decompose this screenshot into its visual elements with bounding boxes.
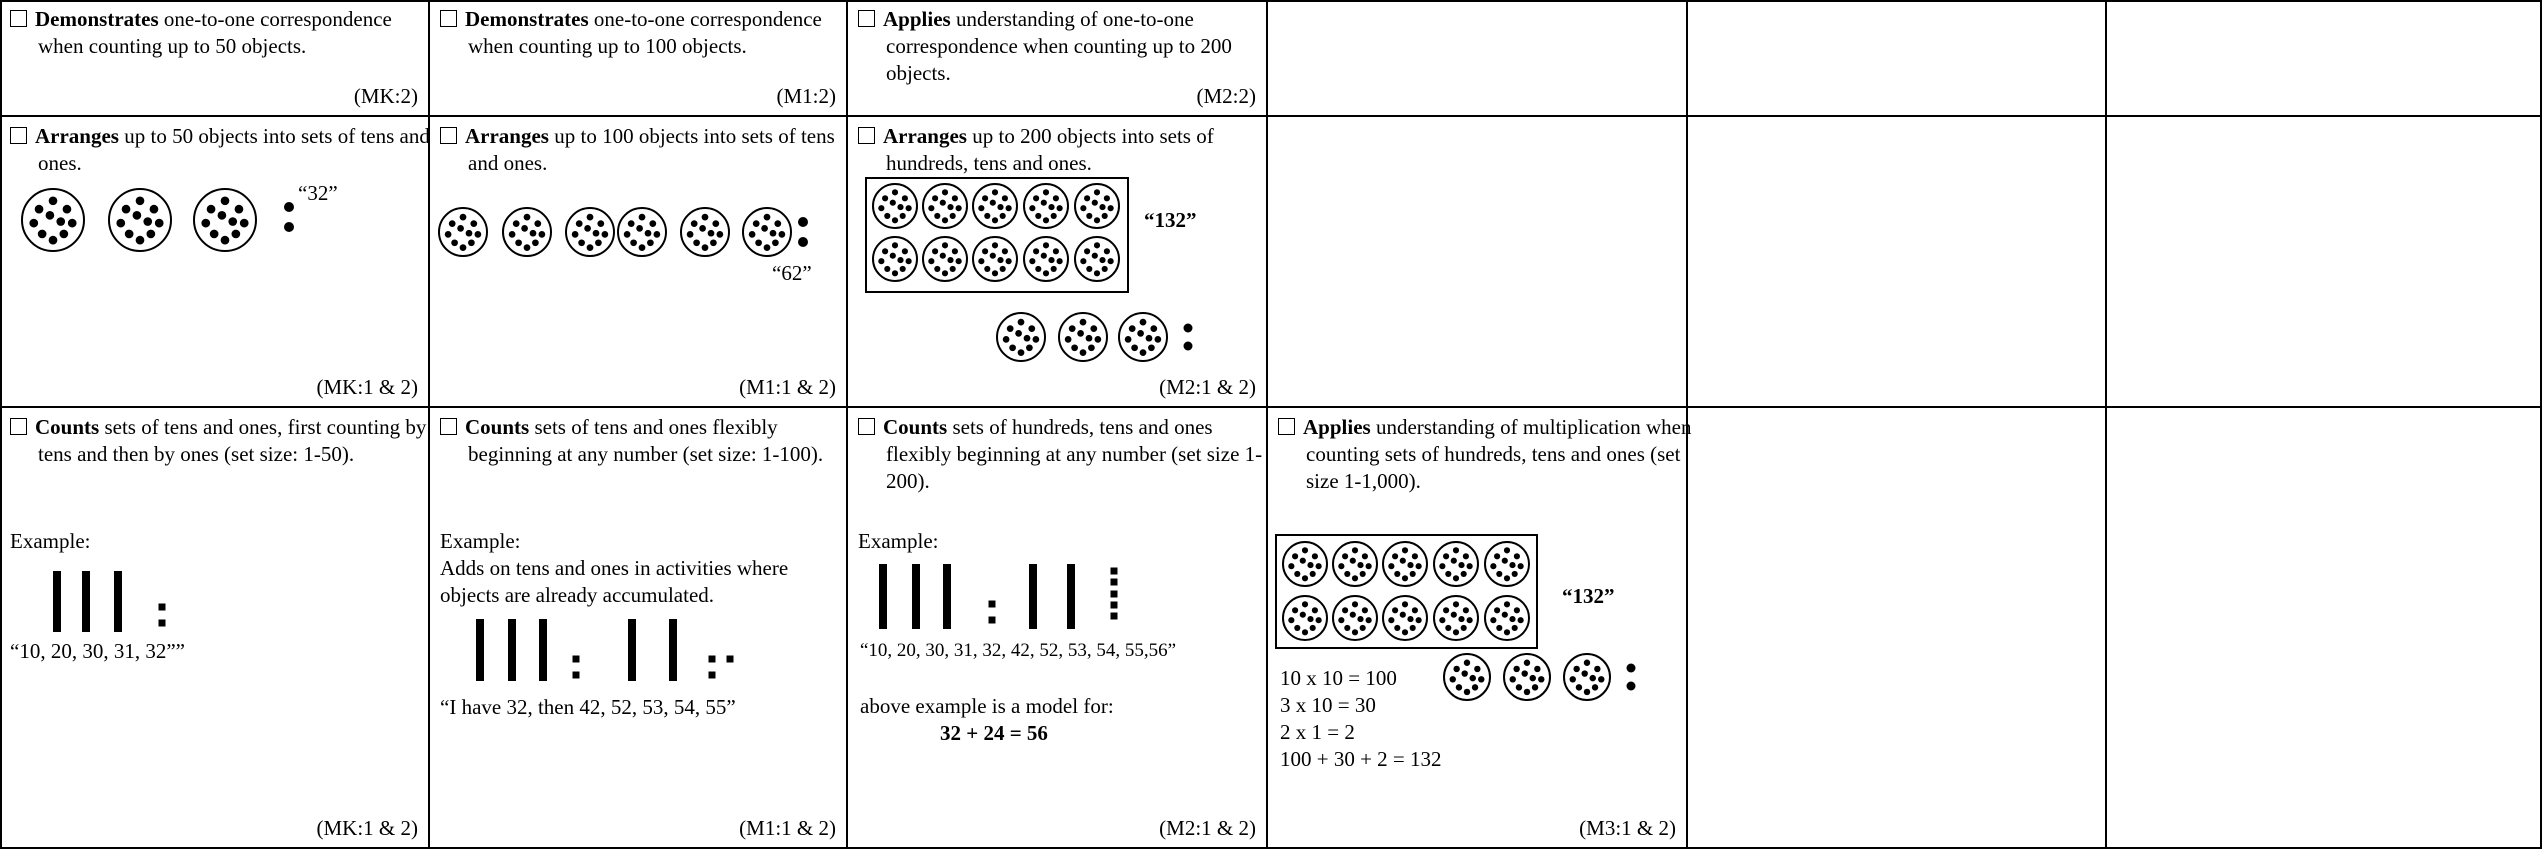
table-cell bbox=[2107, 0, 2542, 117]
skill-text: Counts sets of tens and ones, first coun… bbox=[10, 414, 438, 468]
equation: 3 x 10 = 30 bbox=[1280, 692, 1376, 719]
table-cell bbox=[430, 408, 848, 849]
table-cell bbox=[0, 408, 430, 849]
equation: 2 x 1 = 2 bbox=[1280, 719, 1355, 746]
skill-text: Demonstrates one-to-one correspondence w… bbox=[10, 6, 438, 60]
equation: 100 + 30 + 2 = 132 bbox=[1280, 746, 1442, 773]
skill-verb: Demonstrates bbox=[465, 7, 589, 31]
table-cell bbox=[1268, 117, 1688, 408]
table-cell bbox=[2107, 117, 2542, 408]
model-text: above example is a model for: bbox=[860, 693, 1114, 720]
count-label: “132” bbox=[1562, 583, 1615, 610]
count-label: “32” bbox=[298, 180, 338, 207]
checkbox bbox=[858, 127, 875, 144]
skill-text: Applies understanding of one-to-one corr… bbox=[858, 6, 1276, 87]
count-label: “132” bbox=[1144, 207, 1197, 234]
checkbox bbox=[440, 418, 457, 435]
skill-text: Counts sets of hundreds, tens and ones f… bbox=[858, 414, 1276, 495]
table-cell bbox=[1688, 0, 2107, 117]
example-note: Adds on tens and ones in activities wher… bbox=[440, 555, 838, 609]
page: Demonstrates one-to-one correspondence w… bbox=[0, 0, 2542, 849]
skill-text: Arranges up to 100 objects into sets of … bbox=[440, 123, 856, 177]
checkbox bbox=[440, 127, 457, 144]
count-caption: “10, 20, 30, 31, 32”” bbox=[10, 638, 185, 665]
skill-text: Demonstrates one-to-one correspondence w… bbox=[440, 6, 856, 60]
checkbox bbox=[858, 10, 875, 27]
skill-text: Arranges up to 50 objects into sets of t… bbox=[10, 123, 438, 177]
checkbox bbox=[10, 10, 27, 27]
skill-verb: Arranges bbox=[35, 124, 119, 148]
skill-verb: Arranges bbox=[883, 124, 967, 148]
skill-verb: Counts bbox=[35, 415, 99, 439]
skill-verb: Applies bbox=[1303, 415, 1371, 439]
example-label: Example: bbox=[440, 528, 520, 555]
skill-text: Applies understanding of multiplication … bbox=[1278, 414, 1696, 495]
standard-code: (MK:1 & 2) bbox=[317, 815, 419, 842]
table-cell bbox=[1688, 408, 2107, 849]
standard-code: (M2:1 & 2) bbox=[1159, 374, 1256, 401]
standard-code: (M1:1 & 2) bbox=[739, 815, 836, 842]
standard-code: (M2:1 & 2) bbox=[1159, 815, 1256, 842]
standard-code: (M1:2) bbox=[777, 83, 837, 110]
checkbox bbox=[440, 10, 457, 27]
standard-code: (M3:1 & 2) bbox=[1579, 815, 1676, 842]
standard-code: (M2:2) bbox=[1197, 83, 1257, 110]
skill-verb: Arranges bbox=[465, 124, 549, 148]
checkbox bbox=[1278, 418, 1295, 435]
count-caption: “10, 20, 30, 31, 32, 42, 52, 53, 54, 55,… bbox=[860, 637, 1260, 664]
checkbox bbox=[858, 418, 875, 435]
checkbox bbox=[10, 127, 27, 144]
skill-text: Counts sets of tens and ones flexibly be… bbox=[440, 414, 856, 468]
standard-code: (MK:1 & 2) bbox=[317, 374, 419, 401]
table-cell bbox=[1268, 0, 1688, 117]
example-label: Example: bbox=[10, 528, 90, 555]
count-label: “62” bbox=[772, 260, 812, 287]
model-equation: 32 + 24 = 56 bbox=[940, 720, 1048, 747]
skill-verb: Counts bbox=[465, 415, 529, 439]
skill-verb: Applies bbox=[883, 7, 951, 31]
standard-code: (MK:2) bbox=[354, 83, 418, 110]
table-cell bbox=[2107, 408, 2542, 849]
example-label: Example: bbox=[858, 528, 938, 555]
skill-text: Arranges up to 200 objects into sets of … bbox=[858, 123, 1276, 177]
checkbox bbox=[10, 418, 27, 435]
standard-code: (M1:1 & 2) bbox=[739, 374, 836, 401]
table-cell bbox=[1688, 117, 2107, 408]
equation: 10 x 10 = 100 bbox=[1280, 665, 1397, 692]
count-caption: “I have 32, then 42, 52, 53, 54, 55” bbox=[440, 694, 736, 721]
skill-verb: Counts bbox=[883, 415, 947, 439]
skill-verb: Demonstrates bbox=[35, 7, 159, 31]
